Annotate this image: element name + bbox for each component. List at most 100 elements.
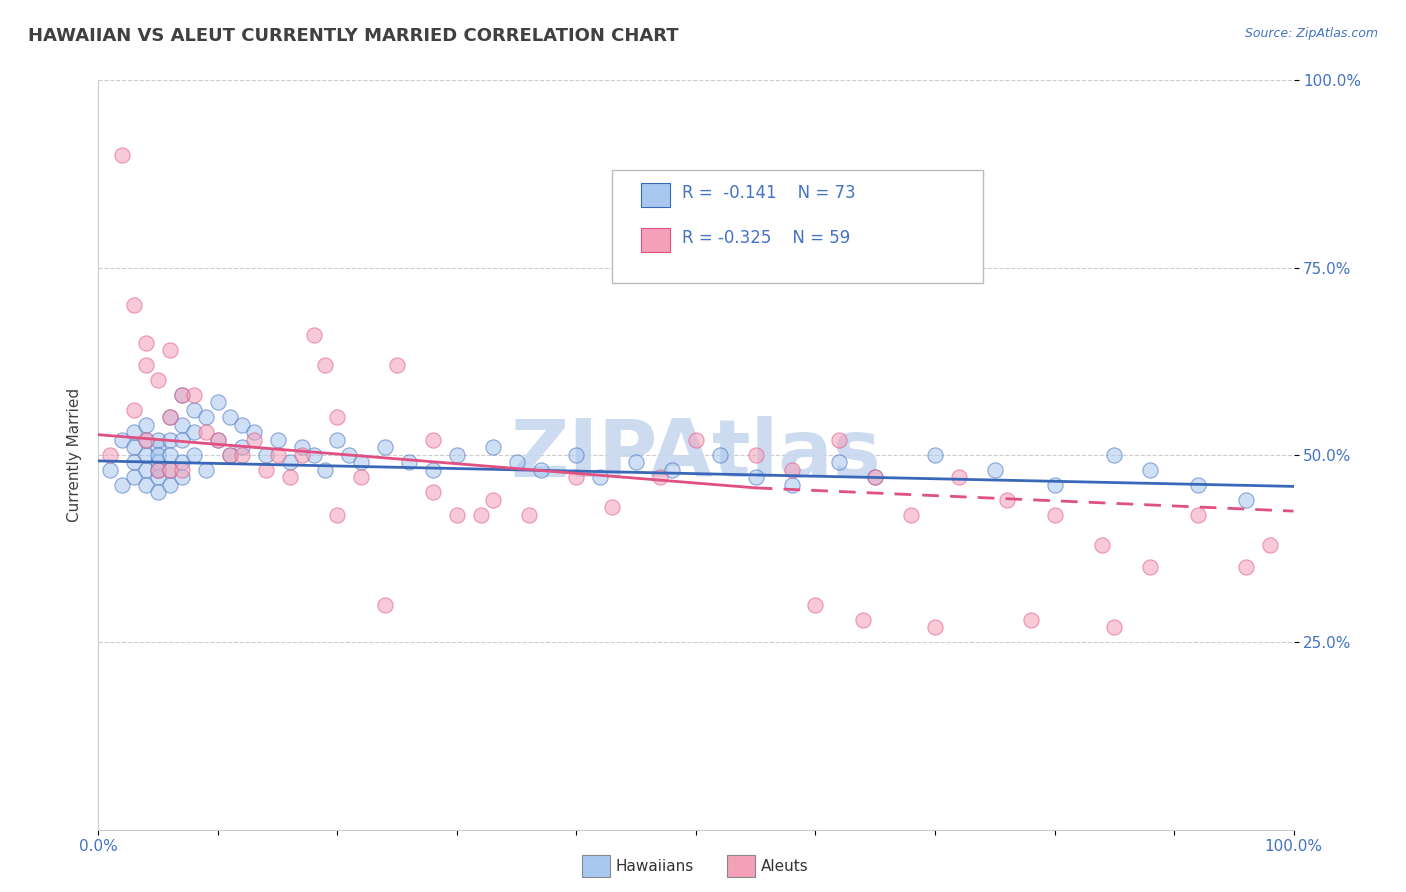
Point — [648, 470, 672, 484]
Point — [183, 403, 205, 417]
Point — [565, 470, 588, 484]
Point — [385, 358, 409, 372]
Point — [278, 470, 301, 484]
Point — [278, 455, 301, 469]
Point — [231, 448, 253, 462]
Point — [124, 403, 146, 417]
Point — [350, 455, 373, 469]
Text: R =  -0.141    N = 73: R = -0.141 N = 73 — [682, 184, 855, 202]
Point — [446, 508, 468, 522]
Point — [172, 470, 194, 484]
Point — [195, 410, 218, 425]
Point — [865, 470, 887, 484]
Point — [111, 478, 134, 492]
Point — [470, 508, 492, 522]
Text: Aleuts: Aleuts — [761, 859, 808, 873]
Point — [1187, 478, 1209, 492]
Point — [172, 455, 194, 469]
Point — [111, 433, 134, 447]
Point — [1091, 538, 1114, 552]
Point — [315, 463, 337, 477]
FancyBboxPatch shape — [613, 170, 983, 283]
Point — [446, 448, 468, 462]
Point — [124, 425, 146, 440]
Point — [111, 148, 134, 162]
FancyBboxPatch shape — [641, 227, 669, 252]
Point — [984, 463, 1007, 477]
Point — [302, 448, 325, 462]
Point — [804, 598, 827, 612]
Point — [183, 448, 205, 462]
Point — [506, 455, 529, 469]
Point — [148, 441, 170, 455]
Point — [900, 508, 922, 522]
Point — [780, 478, 803, 492]
Point — [1258, 538, 1281, 552]
Text: Hawaiians: Hawaiians — [616, 859, 695, 873]
Point — [517, 508, 540, 522]
Point — [124, 470, 146, 484]
Point — [231, 417, 253, 432]
Point — [291, 448, 314, 462]
Point — [135, 358, 157, 372]
Point — [135, 417, 157, 432]
Point — [254, 463, 277, 477]
Point — [135, 463, 157, 477]
Point — [219, 448, 242, 462]
Point — [326, 433, 349, 447]
Point — [481, 441, 505, 455]
Point — [685, 433, 707, 447]
Point — [481, 492, 505, 507]
Point — [626, 455, 648, 469]
Point — [183, 425, 205, 440]
Point — [1043, 508, 1066, 522]
FancyBboxPatch shape — [641, 183, 669, 207]
Point — [243, 433, 266, 447]
Point — [865, 470, 887, 484]
Y-axis label: Currently Married: Currently Married — [66, 388, 82, 522]
Point — [995, 492, 1018, 507]
Point — [148, 448, 170, 462]
Point — [231, 441, 253, 455]
Point — [219, 410, 242, 425]
Point — [207, 395, 229, 409]
Point — [98, 463, 122, 477]
Point — [745, 470, 768, 484]
Point — [148, 463, 170, 477]
Point — [315, 358, 337, 372]
Point — [148, 455, 170, 469]
Point — [148, 470, 170, 484]
Point — [745, 448, 768, 462]
Point — [172, 433, 194, 447]
Point — [602, 500, 624, 515]
Point — [339, 448, 361, 462]
Point — [135, 433, 157, 447]
Point — [135, 433, 157, 447]
Point — [254, 448, 277, 462]
Point — [195, 463, 218, 477]
Point — [1234, 492, 1257, 507]
Point — [828, 455, 851, 469]
Point — [326, 508, 349, 522]
Point — [267, 433, 290, 447]
Point — [148, 463, 170, 477]
Point — [148, 485, 170, 500]
Point — [124, 298, 146, 312]
Point — [1139, 560, 1161, 574]
Text: R = -0.325    N = 59: R = -0.325 N = 59 — [682, 228, 849, 246]
Point — [195, 425, 218, 440]
Point — [172, 463, 194, 477]
Text: Source: ZipAtlas.com: Source: ZipAtlas.com — [1244, 27, 1378, 40]
Point — [374, 441, 396, 455]
Point — [565, 448, 588, 462]
Point — [374, 598, 396, 612]
Point — [243, 425, 266, 440]
Point — [780, 463, 803, 477]
Point — [172, 388, 194, 402]
Point — [159, 448, 181, 462]
Point — [422, 463, 444, 477]
Point — [852, 613, 875, 627]
Point — [291, 441, 314, 455]
Point — [159, 410, 181, 425]
Point — [207, 433, 229, 447]
